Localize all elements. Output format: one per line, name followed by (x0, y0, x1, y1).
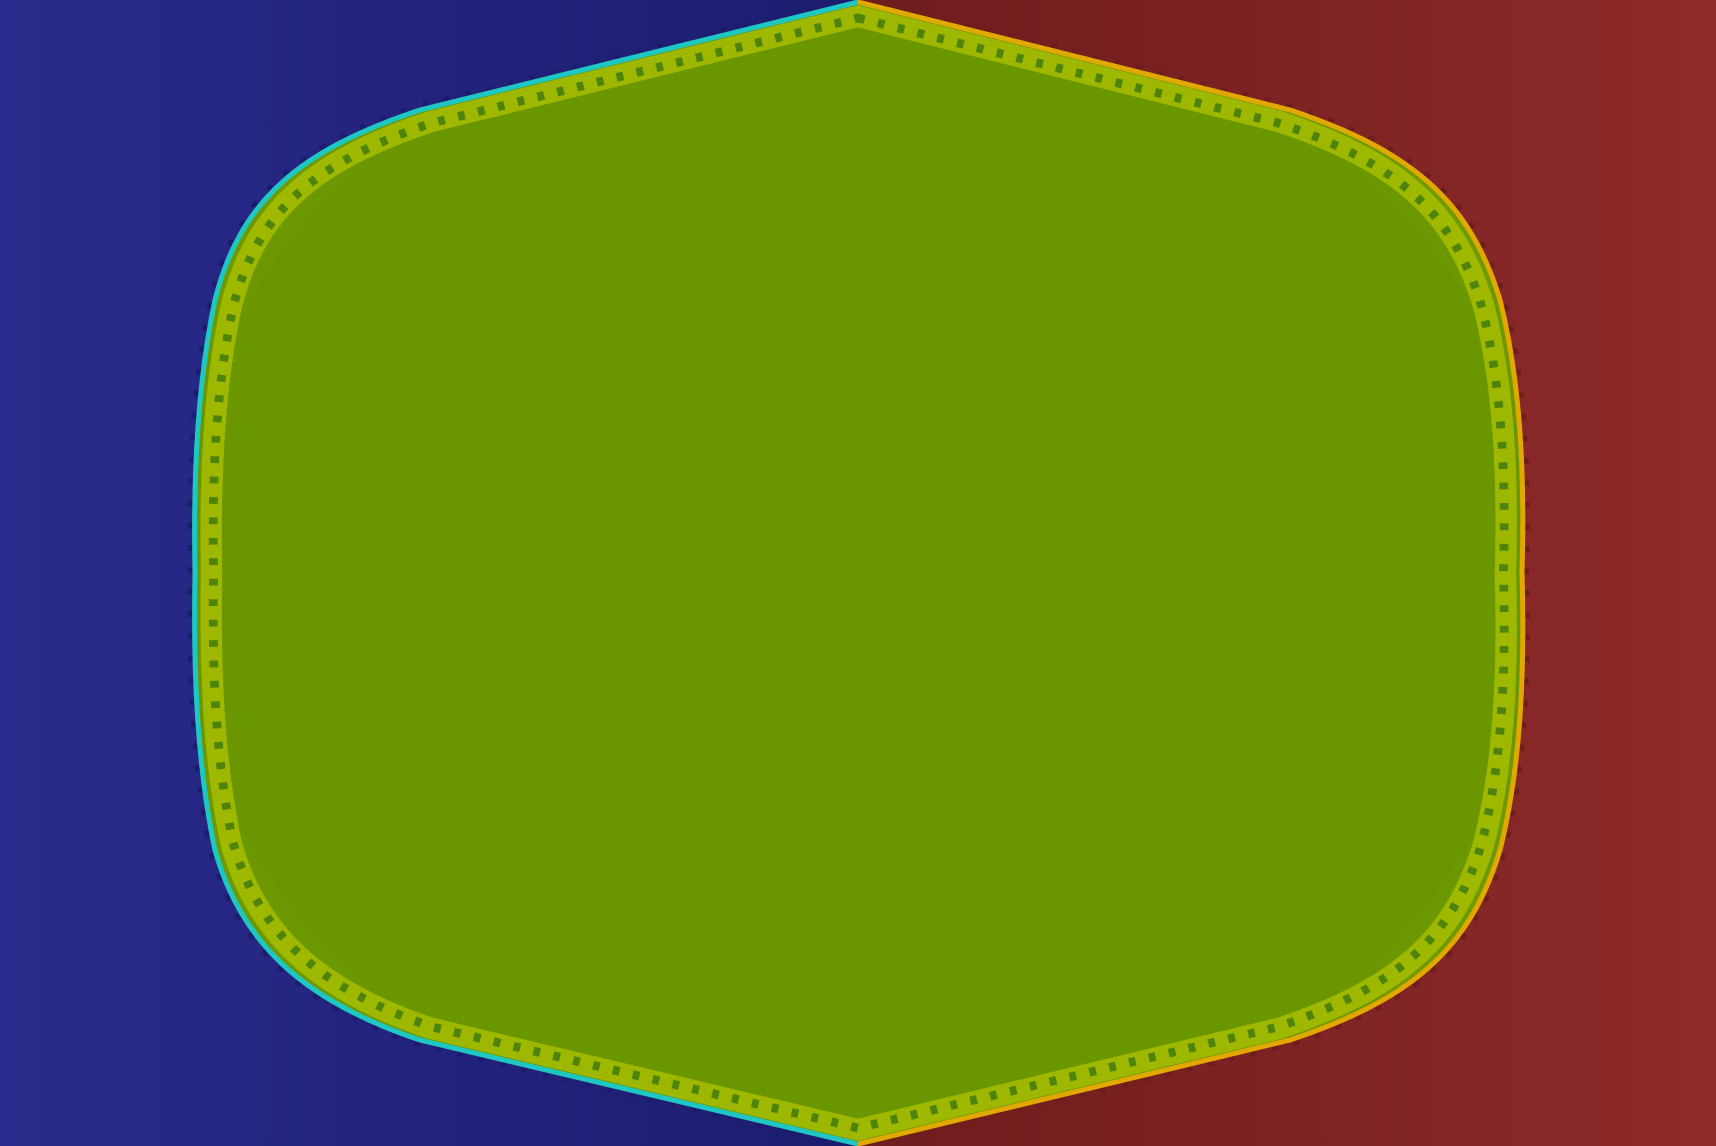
left-interface-boundary (192, 0, 858, 1146)
right-interface-boundary (858, 0, 1526, 1146)
interface-inner-ring (200, 5, 1517, 1141)
center-phase-region (194, 2, 1523, 1144)
